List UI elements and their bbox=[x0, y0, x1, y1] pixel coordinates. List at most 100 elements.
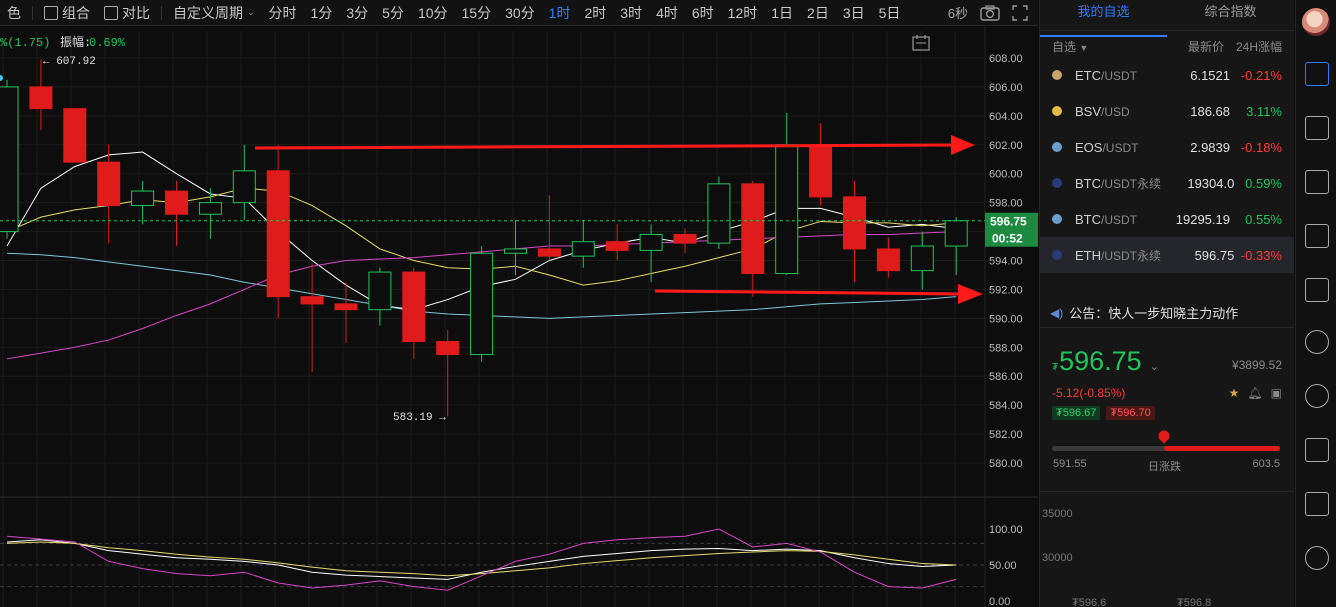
candle-body[interactable] bbox=[402, 271, 426, 342]
period-tab-1d[interactable]: 1日 bbox=[764, 0, 800, 26]
symbol-base: BSV bbox=[1075, 103, 1102, 119]
price-tick-label: 592.00 bbox=[989, 284, 1023, 296]
bell-icon[interactable]: 🔔︎ bbox=[1247, 386, 1263, 400]
period-tab-1h[interactable]: 1时 bbox=[542, 0, 578, 26]
period-tab-15m[interactable]: 15分 bbox=[455, 0, 499, 26]
candle-body[interactable] bbox=[639, 233, 663, 251]
fullscreen-icon[interactable] bbox=[1012, 4, 1028, 21]
candle-body[interactable] bbox=[571, 241, 595, 257]
period-tab-12h[interactable]: 12时 bbox=[721, 0, 765, 26]
watchlist-row-eth-perp[interactable]: ETH/USDT永续 596.75 -0.33% bbox=[1040, 237, 1294, 273]
pro-icon[interactable] bbox=[1305, 546, 1329, 570]
indicator-settings-icon[interactable] bbox=[912, 35, 930, 51]
compass-icon[interactable] bbox=[1305, 384, 1329, 408]
candle-body[interactable] bbox=[809, 144, 833, 198]
custom-period-dropdown[interactable]: 自定义周期 ⌄ bbox=[166, 0, 262, 26]
period-tab-10m[interactable]: 10分 bbox=[411, 0, 455, 26]
refresh-interval[interactable]: 6秒 bbox=[947, 6, 968, 21]
watchlist-icon[interactable] bbox=[1305, 62, 1329, 86]
candle-body[interactable] bbox=[910, 245, 934, 272]
toolbar-label: 1日 bbox=[771, 4, 794, 21]
chevron-down-icon[interactable]: ⌄ bbox=[1149, 361, 1159, 373]
watchlist-price: 19295.19 bbox=[1175, 211, 1230, 227]
map-pin-icon bbox=[1158, 430, 1170, 444]
avatar[interactable] bbox=[1302, 8, 1330, 36]
star-icon[interactable]: ★ bbox=[1228, 386, 1240, 400]
period-tab-2h[interactable]: 2时 bbox=[577, 0, 613, 26]
period-tab-6h[interactable]: 6时 bbox=[685, 0, 721, 26]
candle-body[interactable] bbox=[0, 86, 19, 233]
candle-body[interactable] bbox=[165, 190, 188, 215]
period-tab-30m[interactable]: 30分 bbox=[498, 0, 542, 26]
watchlist-row-eos[interactable]: EOS/USDT 2.9839 -0.18% bbox=[1040, 129, 1294, 165]
watchlist-row-etc[interactable]: ETC/USDT 6.1521 -0.21% bbox=[1040, 57, 1294, 93]
news-icon[interactable] bbox=[1305, 224, 1329, 248]
symbol-base: BTC bbox=[1075, 211, 1101, 227]
watchlist-price: 6.1521 bbox=[1190, 67, 1230, 83]
candle-body[interactable] bbox=[673, 233, 697, 244]
col-24h-change[interactable]: 24H涨幅 bbox=[1235, 40, 1282, 54]
candle-body[interactable] bbox=[843, 196, 866, 250]
candle-body[interactable] bbox=[198, 202, 222, 215]
period-tab-5m[interactable]: 5分 bbox=[375, 0, 411, 26]
candle-body[interactable] bbox=[29, 86, 53, 110]
camera-icon[interactable] bbox=[980, 4, 1000, 21]
candle-body[interactable] bbox=[97, 161, 121, 207]
combo-button[interactable]: 组合 bbox=[37, 0, 97, 26]
chart-icon[interactable] bbox=[1305, 116, 1329, 140]
announcement-bar[interactable]: ◀) 公告：快人一步知晓主力动作 bbox=[1050, 303, 1238, 322]
candle-body[interactable] bbox=[944, 220, 968, 247]
candle-body[interactable] bbox=[876, 248, 900, 272]
candle-body[interactable] bbox=[436, 341, 460, 356]
tab-composite-index[interactable]: 综合指数 bbox=[1204, 4, 1257, 19]
col-latest-price[interactable]: 最新价 bbox=[1187, 40, 1224, 54]
watchlist-row-bsv[interactable]: BSV/USD 186.68 3.11% bbox=[1040, 93, 1294, 129]
period-tab-3d[interactable]: 3日 bbox=[836, 0, 872, 26]
candle-body[interactable] bbox=[537, 248, 561, 257]
compare-icon bbox=[104, 5, 118, 20]
last-price-value: 596.75 bbox=[1059, 346, 1142, 376]
candle-body[interactable] bbox=[232, 170, 256, 204]
watchlist-row-btc-perp[interactable]: BTC/USDT永续 19304.0 0.59% bbox=[1040, 165, 1294, 201]
candle-body[interactable] bbox=[605, 241, 629, 251]
candle-body[interactable] bbox=[63, 108, 87, 163]
depth-axis-label: 30000 bbox=[1042, 552, 1073, 564]
w-app-icon[interactable] bbox=[1305, 492, 1329, 516]
calculator-icon[interactable]: ▣ bbox=[1270, 386, 1282, 400]
toolbar-item-color[interactable]: 色 bbox=[0, 0, 28, 26]
period-tab-5d[interactable]: 5日 bbox=[872, 0, 908, 26]
period-tab-3m[interactable]: 3分 bbox=[339, 0, 375, 26]
info-change: %(1.75) bbox=[0, 36, 50, 50]
candle-body[interactable] bbox=[741, 183, 765, 275]
oscillator-line bbox=[6, 539, 957, 580]
candlestick-chart[interactable]: 608.00 606.00 604.00 602.00 600.00 598.00 596.… bbox=[0, 27, 1038, 607]
candle-body[interactable] bbox=[131, 190, 155, 207]
candle-body[interactable] bbox=[707, 183, 731, 244]
candle-body[interactable] bbox=[266, 170, 290, 298]
candle-body[interactable] bbox=[470, 252, 494, 356]
exchange-icon[interactable] bbox=[1305, 438, 1329, 462]
candle-body[interactable] bbox=[334, 303, 358, 311]
period-tab-4h[interactable]: 4时 bbox=[649, 0, 685, 26]
candle-body[interactable] bbox=[504, 248, 527, 254]
clock-icon[interactable] bbox=[1305, 330, 1329, 354]
range-low: 591.55 bbox=[1053, 458, 1087, 470]
chart-area[interactable]: 608.00 606.00 604.00 602.00 600.00 598.00 596.… bbox=[0, 27, 1038, 607]
add-window-icon[interactable] bbox=[1305, 278, 1329, 302]
toolbar-divider bbox=[32, 5, 33, 20]
period-tab-3h[interactable]: 3时 bbox=[613, 0, 649, 26]
period-tab-2d[interactable]: 2日 bbox=[800, 0, 836, 26]
compare-button[interactable]: 对比 bbox=[97, 0, 157, 26]
tab-watchlist[interactable]: 我的自选 bbox=[1040, 0, 1167, 37]
period-tab-timeshare[interactable]: 分时 bbox=[262, 0, 304, 26]
watchlist-row-btc[interactable]: BTC/USDT 19295.19 0.55% bbox=[1040, 201, 1294, 237]
period-tab-1m[interactable]: 1分 bbox=[304, 0, 340, 26]
watchlist-filter[interactable]: 自选 ▼ bbox=[1052, 38, 1154, 57]
etc-coin-icon bbox=[1052, 70, 1062, 80]
candle-body[interactable] bbox=[300, 296, 324, 305]
toolbar-label: 1分 bbox=[310, 4, 333, 21]
document-icon[interactable] bbox=[1305, 170, 1329, 194]
candle-body[interactable] bbox=[775, 144, 799, 275]
candle-body[interactable] bbox=[368, 271, 392, 311]
symbol-quote: /USD bbox=[1101, 104, 1130, 119]
